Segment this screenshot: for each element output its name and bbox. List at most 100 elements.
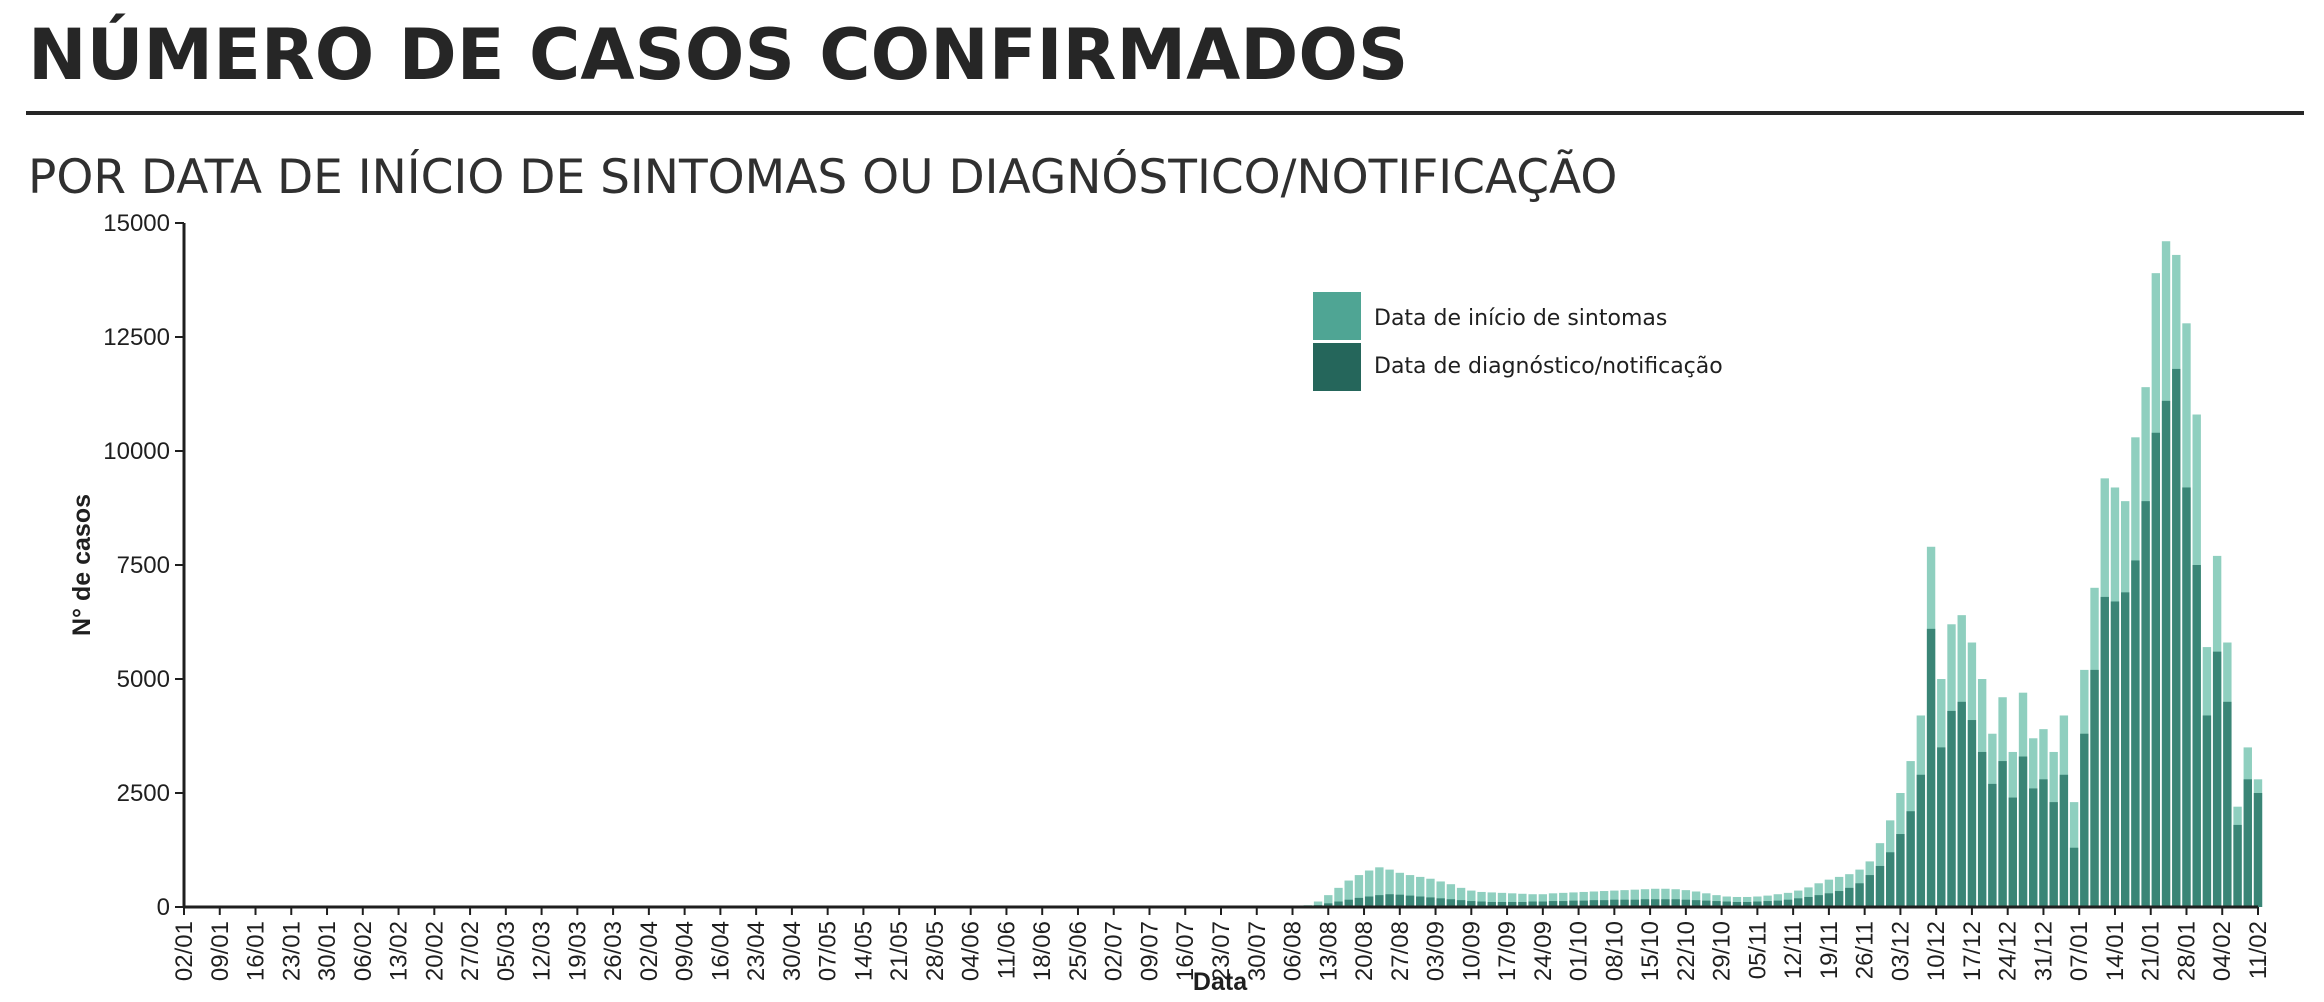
x-tick-label: 29/10 (1709, 921, 1736, 981)
bar-diagnosis (1937, 747, 1946, 907)
bar-diagnosis (1518, 901, 1527, 907)
bar-diagnosis (1967, 720, 1977, 907)
bar-diagnosis (1977, 751, 1987, 907)
bar-diagnosis (2151, 432, 2161, 907)
bar-diagnosis (2233, 824, 2242, 907)
bar-symptom-onset (1702, 893, 1711, 907)
bar-symptom-onset (1487, 892, 1496, 907)
y-tick-label: 2500 (117, 780, 170, 807)
page-subtitle: POR DATA DE INÍCIO DE SINTOMAS OU DIAGNÓ… (28, 150, 1618, 205)
bar-symptom-onset (1405, 875, 1415, 907)
bar-diagnosis (2223, 701, 2232, 907)
x-tick-label: 02/04 (636, 921, 663, 981)
x-tick-label: 12/03 (529, 921, 556, 981)
bar-diagnosis (1477, 901, 1486, 907)
x-tick-label: 05/03 (493, 921, 520, 981)
bar-diagnosis (1845, 887, 1854, 907)
x-tick-label: 01/10 (1566, 921, 1593, 981)
x-tick-label: 23/01 (278, 921, 305, 981)
bar-symptom-onset (1610, 890, 1619, 907)
bar-diagnosis (1405, 895, 1415, 907)
x-tick-label: 25/06 (1065, 921, 1092, 981)
bar-symptom-onset (1620, 890, 1629, 907)
bar-diagnosis (2029, 788, 2038, 907)
bar-diagnosis (1753, 901, 1762, 907)
bar-diagnosis (2049, 802, 2058, 907)
x-tick-label: 27/02 (457, 921, 484, 981)
bar-diagnosis (2110, 601, 2120, 907)
x-tick-label: 07/01 (2066, 921, 2093, 981)
bar-symptom-onset (1773, 894, 1782, 907)
bar-symptom-onset (1528, 894, 1537, 907)
bar-diagnosis (1467, 901, 1476, 907)
x-tick-label: 02/07 (1101, 921, 1128, 981)
bar-diagnosis (2008, 797, 2017, 907)
bar-diagnosis (2080, 733, 2089, 907)
bar-diagnosis (1804, 896, 1813, 907)
x-tick-label: 16/01 (243, 921, 270, 981)
x-tick-label: 16/07 (1172, 921, 1199, 981)
bar-diagnosis (2202, 715, 2212, 907)
bar-diagnosis (1324, 903, 1333, 907)
x-tick-label: 23/04 (743, 921, 770, 981)
bar-diagnosis (1456, 900, 1466, 907)
x-tick-label: 26/11 (1852, 921, 1879, 979)
bar-diagnosis (1559, 901, 1568, 907)
x-tick-label: 17/12 (1959, 921, 1986, 981)
x-tick-label: 20/08 (1351, 921, 1378, 981)
bar-diagnosis (1436, 898, 1445, 907)
bar-diagnosis (1640, 899, 1650, 907)
bar-diagnosis (1722, 901, 1731, 907)
bar-symptom-onset (1681, 890, 1691, 907)
bar-diagnosis (1610, 899, 1619, 907)
bar-diagnosis (1865, 875, 1874, 907)
y-tick-label: 0 (157, 894, 170, 921)
x-tick-label: 14/05 (850, 921, 877, 981)
bar-symptom-onset (1334, 887, 1343, 907)
bar-diagnosis (1783, 899, 1793, 907)
x-tick-label: 21/05 (886, 921, 913, 981)
x-axis-label: Data (1193, 968, 1248, 996)
bar-symptom-onset (1375, 867, 1384, 907)
bar-diagnosis (2100, 596, 2109, 907)
bar-diagnosis (2131, 560, 2140, 907)
bar-symptom-onset (1651, 888, 1660, 907)
bar-diagnosis (1661, 899, 1670, 907)
x-tick-label: 21/01 (2138, 921, 2165, 981)
bar-diagnosis (2172, 368, 2181, 907)
x-tick-label: 08/10 (1601, 921, 1628, 981)
bar-symptom-onset (1518, 893, 1527, 907)
x-tick-label: 04/06 (958, 921, 985, 981)
bar-diagnosis (1702, 900, 1711, 907)
bar-diagnosis (1426, 897, 1435, 907)
x-tick-label: 05/11 (1744, 921, 1771, 979)
bar-symptom-onset (1385, 869, 1394, 907)
x-tick-label: 31/12 (2030, 921, 2057, 981)
bar-symptom-onset (1671, 889, 1680, 907)
bar-diagnosis (1916, 774, 1926, 907)
bar-diagnosis (1538, 901, 1548, 907)
bar-diagnosis (1681, 899, 1691, 907)
x-tick-label: 20/02 (421, 921, 448, 981)
bar-symptom-onset (1599, 891, 1609, 907)
bar-symptom-onset (1436, 881, 1445, 907)
bar-symptom-onset (1630, 889, 1639, 907)
bar-symptom-onset (1416, 876, 1425, 907)
x-tick-label: 13/02 (386, 921, 413, 981)
x-tick-label: 19/03 (564, 921, 591, 981)
x-tick-label: 06/02 (350, 921, 377, 981)
bar-symptom-onset (1426, 878, 1435, 907)
bar-diagnosis (1906, 811, 1915, 907)
x-tick-label: 02/01 (171, 921, 198, 981)
bar-symptom-onset (1507, 893, 1517, 907)
bar-diagnosis (1375, 895, 1384, 907)
bar-diagnosis (1896, 834, 1905, 907)
x-tick-label: 13/08 (1315, 921, 1342, 981)
bar-symptom-onset (1497, 892, 1507, 907)
bar-diagnosis (1763, 901, 1772, 907)
bar-diagnosis (1732, 901, 1742, 907)
bar-symptom-onset (1691, 891, 1701, 907)
bar-diagnosis (1630, 899, 1639, 907)
bar-symptom-onset (1446, 884, 1456, 907)
